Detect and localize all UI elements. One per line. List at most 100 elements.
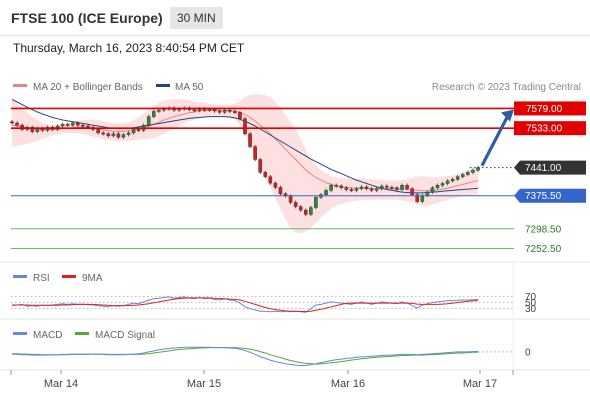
macd-legend-swatch — [13, 332, 27, 335]
candle — [146, 116, 151, 126]
rsi-ma-legend-label: 9MA — [82, 273, 103, 284]
macd-plot-area: 0 — [11, 346, 531, 366]
candle — [400, 185, 404, 190]
candle — [30, 127, 35, 132]
rsi-legend-swatch — [13, 275, 27, 278]
chart-datetime: Thursday, March 16, 2023 8:40:54 PM CET — [13, 41, 245, 55]
candle — [420, 195, 425, 202]
candle — [471, 170, 475, 173]
candle — [222, 109, 227, 113]
candle — [111, 133, 116, 137]
macd-signal-legend-label: MACD Signal — [95, 330, 155, 341]
candle — [126, 132, 131, 135]
candle — [354, 188, 359, 191]
candle — [314, 197, 318, 208]
rsi-level-label: 30 — [525, 304, 537, 315]
candle — [76, 122, 80, 126]
candle — [15, 122, 19, 126]
candle — [273, 182, 278, 188]
candle — [390, 187, 394, 189]
ma20-legend-label: MA 20 + Bollinger Bands — [33, 82, 143, 93]
resistance-label: 7533.00 — [526, 124, 563, 135]
candle — [192, 109, 197, 112]
candle — [157, 109, 161, 112]
support-label: 7252.50 — [525, 244, 562, 255]
candle — [466, 172, 470, 175]
candle — [278, 187, 283, 195]
projection-arrow — [480, 114, 510, 167]
instrument-title: FTSE 100 (ICE Europe) — [11, 10, 163, 26]
candle — [60, 124, 65, 127]
candle — [425, 191, 430, 196]
candle — [263, 172, 268, 177]
research-credit: Research © 2023 Trading Central — [432, 82, 581, 93]
current-price-tag — [514, 160, 586, 175]
price-plot-area: 7579.00 7533.00 7441.00 7375.50 7298.50 7252.… — [10, 94, 586, 255]
candle — [379, 185, 384, 189]
candle — [268, 176, 273, 184]
candle — [359, 186, 364, 189]
candle — [121, 134, 126, 138]
candle — [344, 187, 349, 190]
bollinger-band — [12, 94, 478, 234]
rsi-level-label: 50 — [525, 298, 537, 309]
candle — [136, 129, 141, 131]
header-divider — [0, 35, 590, 36]
macd-signal-legend-swatch — [75, 332, 89, 335]
candle — [70, 122, 75, 126]
candle — [10, 121, 14, 124]
rsi-legend-label: RSI — [33, 273, 50, 284]
rsi-ma-line — [12, 297, 479, 312]
x-tick-label: Mar 14 — [44, 378, 78, 390]
candle — [86, 125, 90, 128]
candle — [445, 180, 450, 184]
rsi-ma-legend-swatch — [62, 275, 76, 278]
candle — [455, 176, 460, 180]
candle — [395, 187, 399, 190]
candle — [303, 209, 308, 215]
candle — [435, 185, 440, 188]
candle — [450, 179, 455, 182]
support-label: 7375.50 — [525, 191, 562, 202]
candle — [349, 189, 354, 191]
candle — [20, 124, 24, 130]
candle — [369, 188, 374, 191]
candle — [35, 128, 40, 132]
candle — [116, 133, 121, 138]
rsi-level-label: 70 — [525, 292, 537, 303]
resistance-tag — [514, 121, 586, 136]
candle — [339, 185, 344, 188]
candle — [253, 146, 257, 160]
candle — [430, 187, 435, 193]
candle — [233, 111, 237, 113]
candle — [415, 194, 420, 202]
candle — [329, 185, 333, 191]
candle — [65, 124, 70, 126]
ma50-legend-swatch — [156, 84, 170, 87]
candle — [207, 109, 212, 111]
candle — [334, 185, 338, 187]
macd-level-label: 0 — [525, 347, 531, 358]
chart-header: FTSE 100 (ICE Europe) 30 MIN — [0, 0, 590, 36]
x-tick-label: Mar 15 — [187, 378, 221, 390]
support-label: 7298.50 — [525, 224, 562, 235]
x-tick-label: Mar 17 — [463, 378, 497, 390]
resistance-tag — [514, 101, 586, 116]
interval-badge[interactable]: 30 MIN — [170, 7, 223, 29]
macd-line — [11, 346, 479, 366]
candle — [385, 185, 389, 188]
candle — [461, 174, 465, 177]
projection-arrow-head — [501, 109, 514, 122]
candle — [364, 186, 369, 189]
candle — [152, 111, 156, 117]
candle — [288, 195, 293, 203]
current-price-label: 7441.00 — [525, 163, 562, 174]
candle — [440, 183, 445, 186]
candle — [81, 124, 85, 127]
candle — [228, 109, 232, 112]
candle — [293, 202, 298, 207]
candle — [212, 109, 217, 112]
candle — [309, 207, 313, 215]
